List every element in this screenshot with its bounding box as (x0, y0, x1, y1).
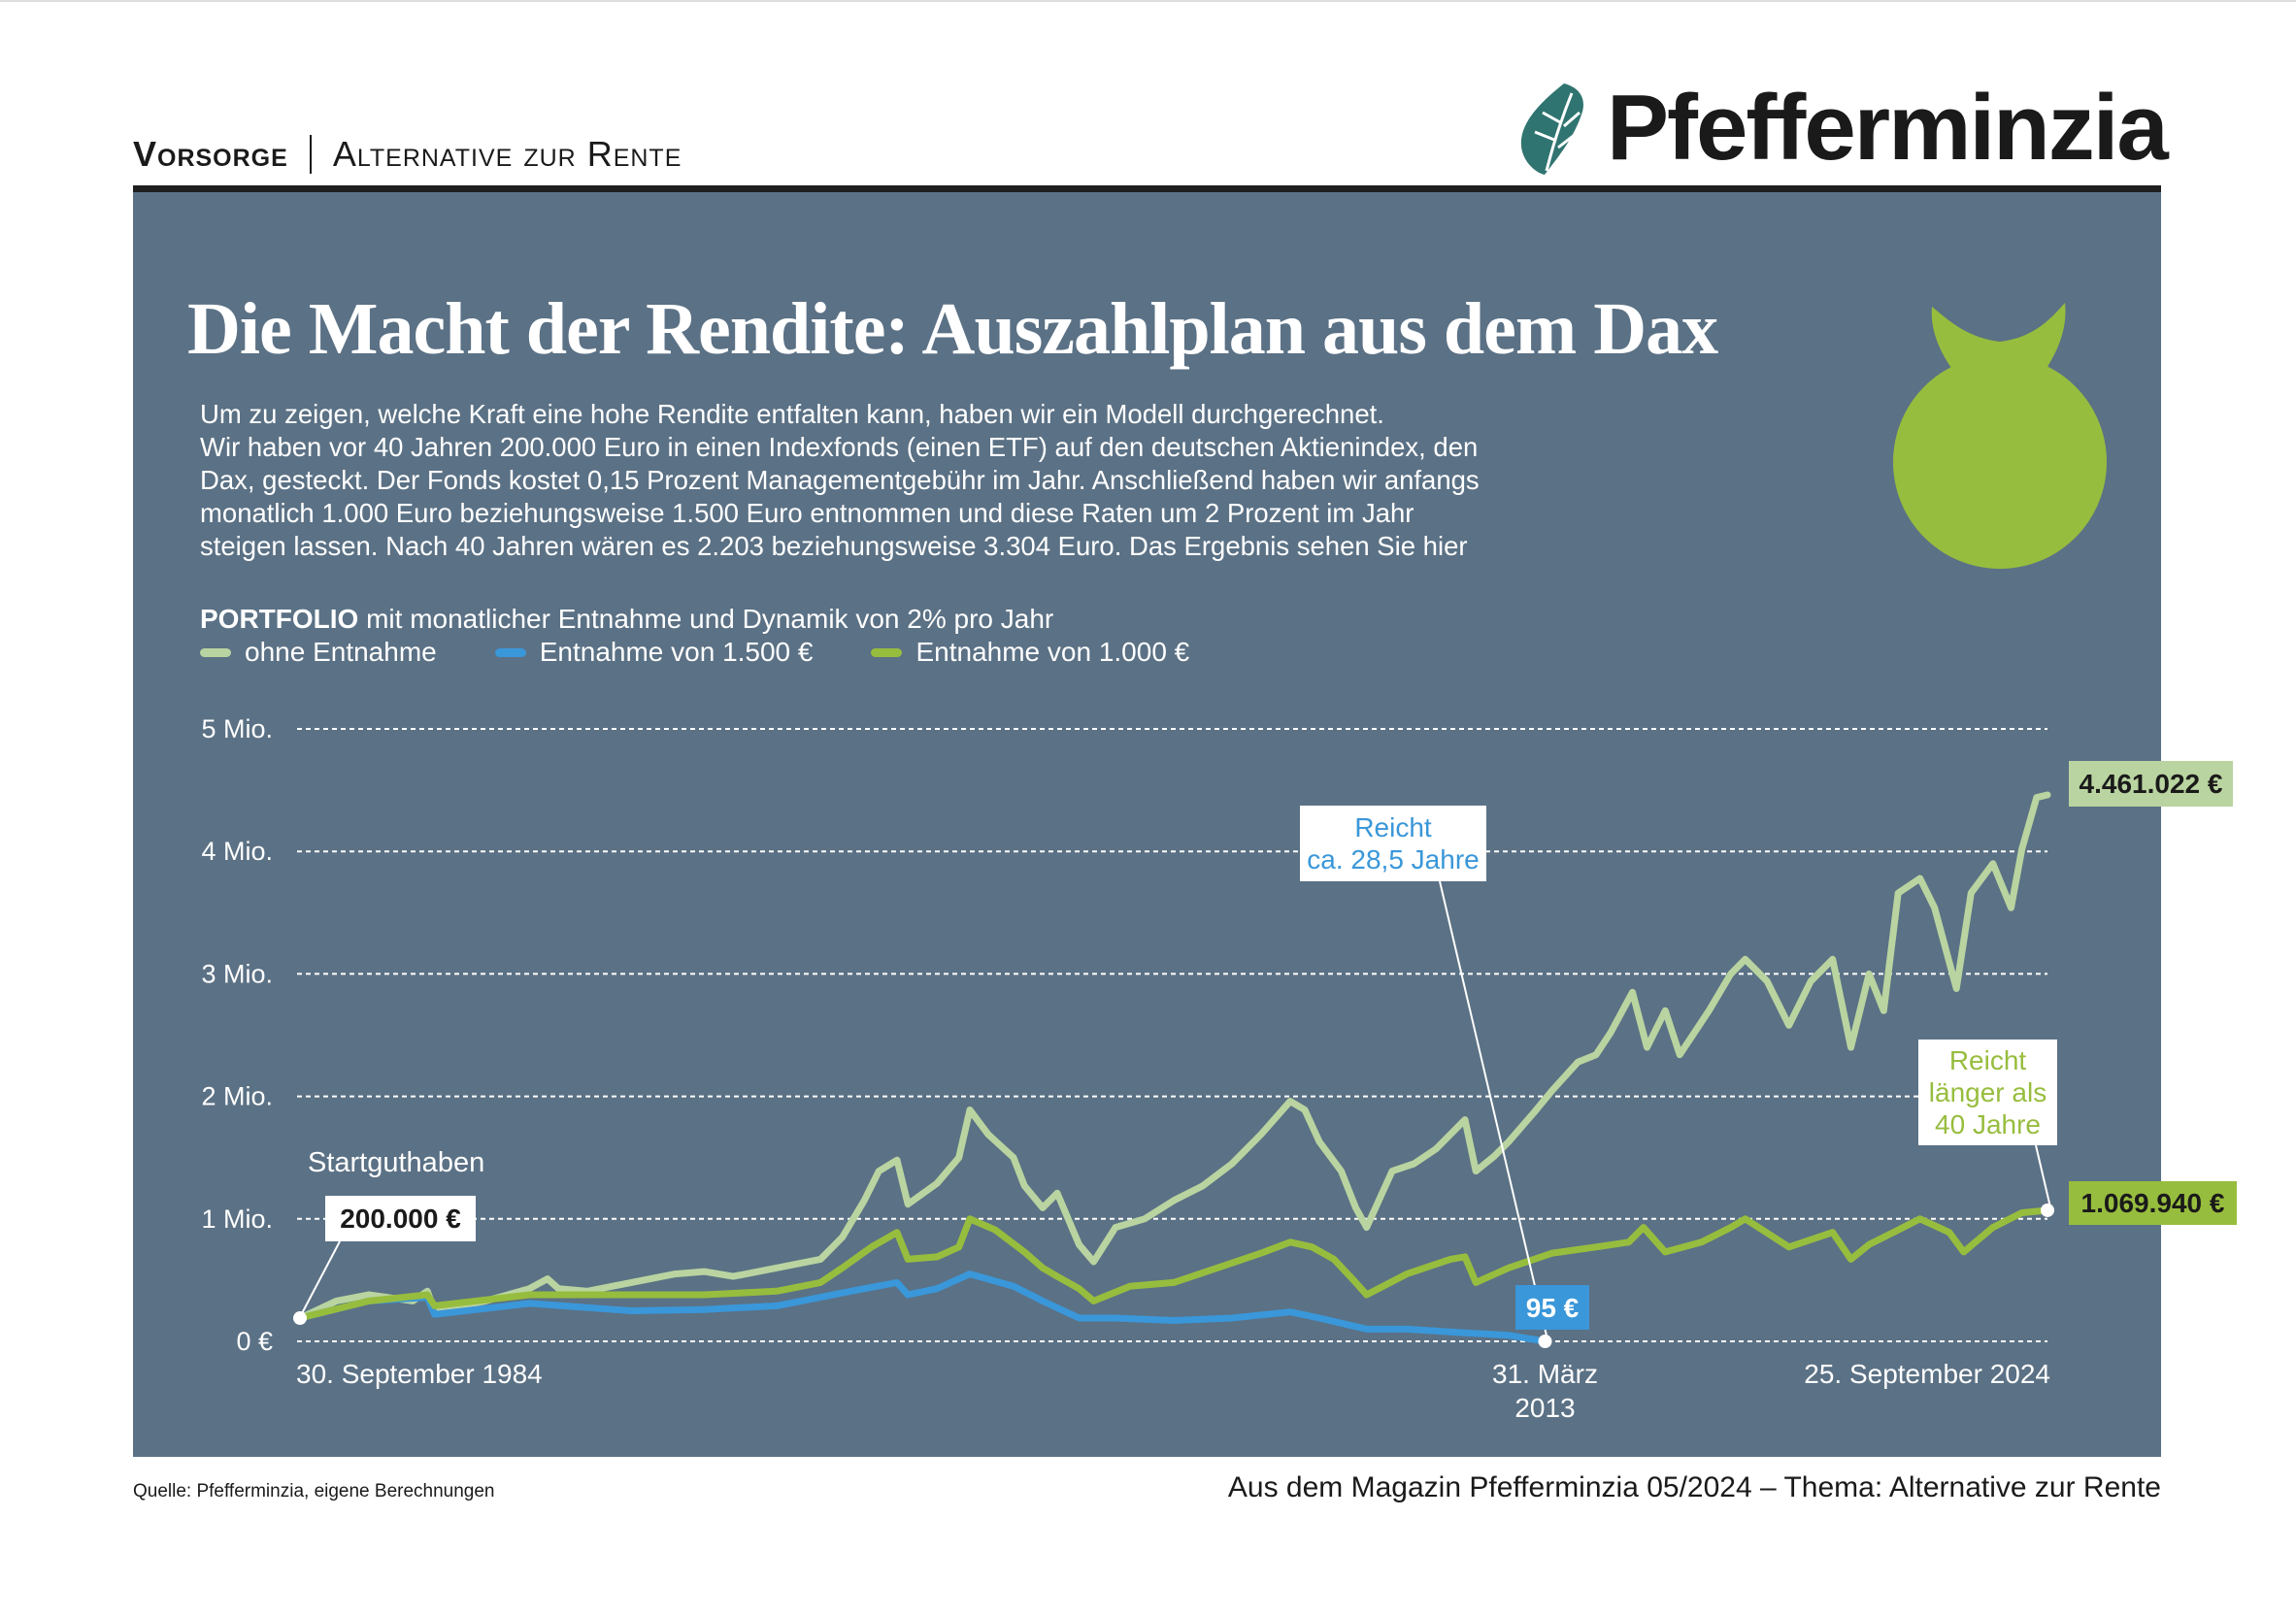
topic-label: Alternative zur Rente (332, 134, 682, 174)
legend-swatch (871, 647, 903, 657)
intro-line: steigen lassen. Nach 40 Jahren wären es … (200, 531, 1468, 561)
legend: ohne Entnahme Entnahme von 1.500 € Entna… (200, 637, 1189, 668)
source-note: Quelle: Pfefferminzia, eigene Berechnung… (133, 1481, 495, 1502)
reach-1500-line: ca. 28,5 Jahre (1307, 844, 1480, 874)
series-line-0 (296, 791, 2051, 1322)
y-tick-label: 1 Mio. (201, 1204, 273, 1234)
series-lines (296, 791, 2051, 1345)
reach-1500-line: Reicht (1354, 812, 1432, 842)
legend-item-ohne-entnahme: ohne Entnahme (200, 637, 437, 668)
end-1000-value: 1.069.940 € (2069, 1181, 2237, 1225)
endpoint-markers (293, 1203, 2054, 1348)
endpoint-marker (293, 1311, 307, 1326)
legend-label: ohne Entnahme (245, 637, 437, 667)
legend-label: Entnahme von 1.500 € (539, 637, 814, 667)
intro-line: Wir haben vor 40 Jahren 200.000 Euro in … (200, 432, 1479, 462)
y-tick-label: 0 € (236, 1327, 273, 1356)
endpoint-marker (2041, 1203, 2054, 1217)
intro-text: Um zu zeigen, welche Kraft eine hohe Ren… (200, 398, 1608, 563)
x-axis-labels: 30. September 1984 31. März 2013 25. Septem… (296, 1359, 2050, 1423)
chart-title: PORTFOLIO mit monatlicher Entnahme und D… (200, 604, 1053, 635)
reach-1000-line: Reicht (1948, 1045, 2027, 1075)
rubric-divider (309, 135, 312, 174)
start-value-box: 200.000 € (325, 1196, 476, 1241)
leader-start (299, 1240, 341, 1318)
series-line-1 (296, 1270, 1548, 1345)
magazine-credit: Aus dem Magazin Pfefferminzia 05/2024 – … (1227, 1471, 2161, 1503)
y-tick-label: 4 Mio. (201, 837, 273, 866)
chart-title-rest: mit monatlicher Entnahme und Dynamik von… (358, 604, 1054, 634)
chart-title-bold: PORTFOLIO (200, 604, 359, 634)
mint-leaf-icon (1520, 83, 1583, 175)
header-rule (133, 185, 2161, 192)
gridlines (297, 728, 2047, 1342)
y-tick-label: 5 Mio. (201, 714, 273, 743)
endpoint-marker (1538, 1334, 1552, 1348)
reach-1000-line: länger als (1928, 1077, 2047, 1107)
top-border (0, 0, 2296, 2)
page-title: Die Macht der Rendite: Auszahlplan aus d… (187, 288, 1718, 370)
legend-swatch (200, 647, 231, 657)
legend-item-entnahme-1500: Entnahme von 1.500 € (494, 637, 814, 668)
x-tick-label: 30. September 1984 (296, 1359, 543, 1389)
reach-1000-line: 40 Jahre (1935, 1109, 2041, 1139)
leader-1500 (1439, 880, 1547, 1336)
legend-swatch (494, 647, 526, 657)
intro-line: monatlich 1.000 Euro beziehungsweise 1.5… (200, 498, 1414, 528)
infographic-panel (133, 192, 2161, 1457)
y-tick-label: 3 Mio. (201, 959, 273, 988)
intro-line: Dax, gesteckt. Der Fonds kostet 0,15 Pro… (200, 465, 1480, 495)
section-label: Vorsorge (133, 134, 288, 174)
start-label: Startguthaben (308, 1147, 485, 1178)
rubric: Vorsorge Alternative zur Rente (133, 134, 682, 175)
end-1500-value: 95 € (1515, 1285, 1589, 1330)
legend-label: Entnahme von 1.000 € (915, 637, 1190, 667)
leader-1000 (2035, 1144, 2051, 1208)
reach-1000-box: Reicht länger als 40 Jahre (1918, 1040, 2057, 1145)
reach-1500-box: Reicht ca. 28,5 Jahre (1300, 806, 1486, 881)
intro-line: Um zu zeigen, welche Kraft eine hohe Ren… (200, 399, 1384, 429)
x-tick-label: 25. September 2024 (1804, 1359, 2050, 1389)
y-axis-labels: 0 € 1 Mio. 2 Mio. 3 Mio. 4 Mio. 5 Mio. (201, 714, 273, 1356)
end-ohne-value: 4.461.022 € (2069, 761, 2233, 807)
x-tick-label: 2013 (1514, 1393, 1575, 1423)
logo-wordmark: Pfefferminzia (1607, 76, 2169, 180)
x-tick-label: 31. März (1492, 1359, 1598, 1389)
y-tick-label: 2 Mio. (201, 1082, 273, 1111)
annotation-leaders (299, 880, 2051, 1336)
legend-item-entnahme-1000: Entnahme von 1.000 € (871, 637, 1189, 668)
series-line-2 (296, 1206, 2051, 1322)
money-bag-icon (1893, 303, 2107, 569)
logo: Pfefferminzia (1515, 76, 2169, 180)
